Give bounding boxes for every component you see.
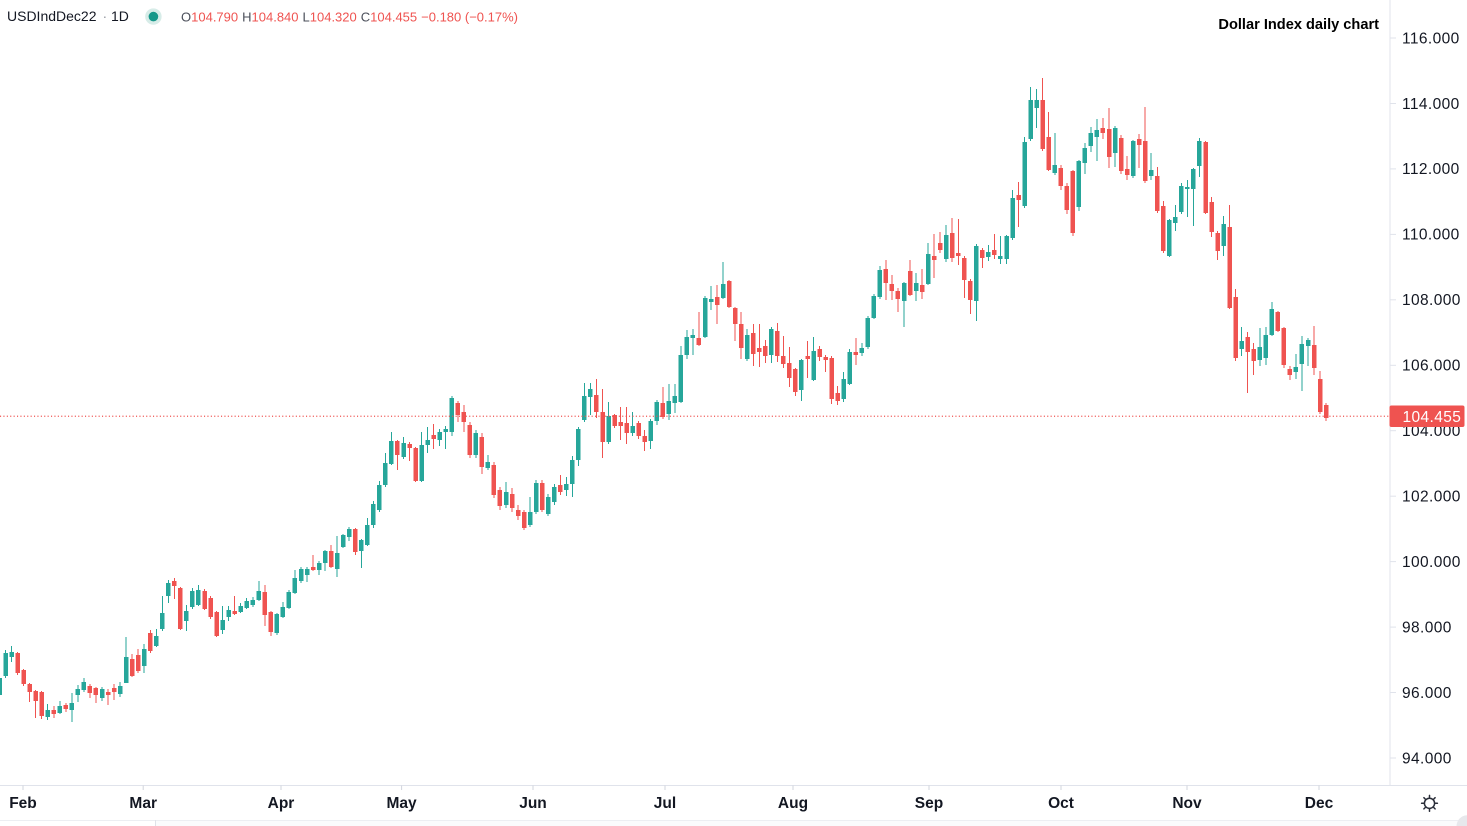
svg-text:Dollar Index daily chart: Dollar Index daily chart xyxy=(1218,17,1379,33)
svg-text:1D: 1D xyxy=(111,8,129,24)
svg-text:102.000: 102.000 xyxy=(1402,489,1461,506)
svg-text:106.000: 106.000 xyxy=(1402,358,1461,375)
svg-text:Dec: Dec xyxy=(1305,795,1334,812)
svg-text:108.000: 108.000 xyxy=(1402,292,1461,309)
svg-text:Aug: Aug xyxy=(778,795,808,812)
svg-text:104.455: 104.455 xyxy=(1403,409,1462,426)
svg-text:104.000: 104.000 xyxy=(1402,423,1461,440)
svg-text:112.000: 112.000 xyxy=(1402,161,1460,178)
svg-text:94.000: 94.000 xyxy=(1402,750,1452,767)
svg-text:98.000: 98.000 xyxy=(1402,619,1452,636)
svg-text:116.000: 116.000 xyxy=(1402,30,1460,47)
svg-text:Apr: Apr xyxy=(268,795,295,812)
svg-text:·: · xyxy=(103,8,108,24)
svg-text:Sep: Sep xyxy=(915,795,943,812)
svg-text:USDIndDec22: USDIndDec22 xyxy=(7,8,97,24)
svg-text:Nov: Nov xyxy=(1172,795,1202,812)
svg-text:Jun: Jun xyxy=(519,795,547,812)
svg-text:Oct: Oct xyxy=(1048,795,1074,812)
svg-text:100.000: 100.000 xyxy=(1402,554,1461,571)
svg-text:114.000: 114.000 xyxy=(1402,96,1460,113)
svg-text:110.000: 110.000 xyxy=(1402,227,1460,244)
svg-text:Feb: Feb xyxy=(9,795,37,812)
svg-text:May: May xyxy=(387,795,418,812)
svg-text:Mar: Mar xyxy=(129,795,157,812)
svg-text:Jul: Jul xyxy=(654,795,676,812)
svg-text:96.000: 96.000 xyxy=(1402,685,1452,702)
